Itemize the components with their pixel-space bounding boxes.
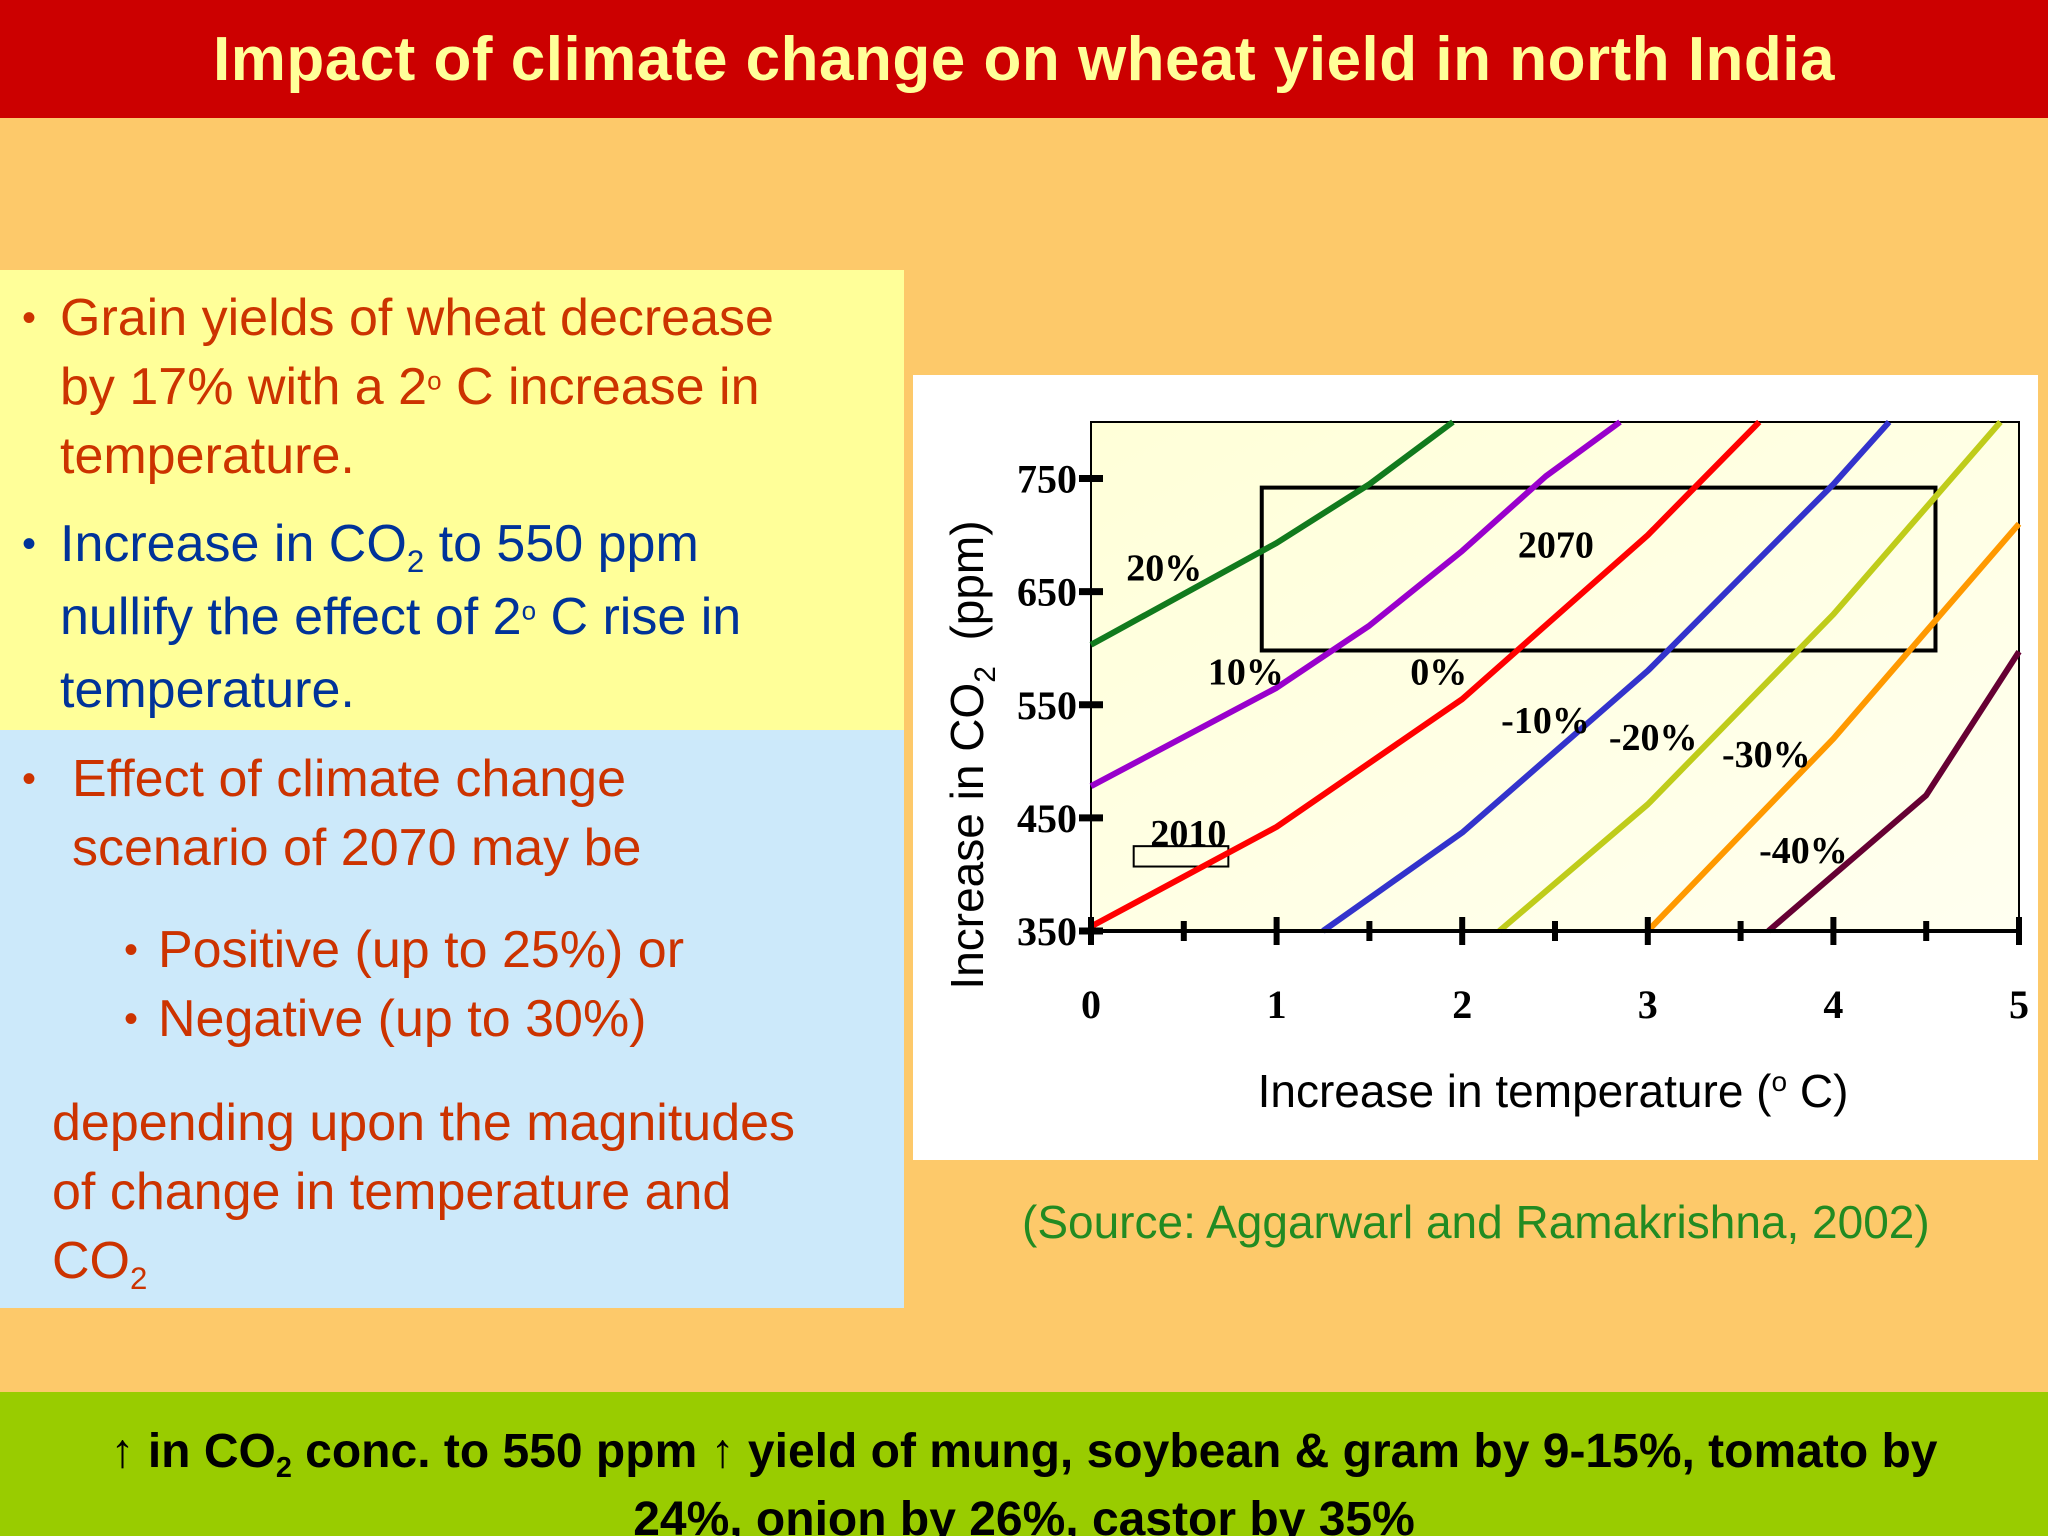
banner-line-1: ↑ in CO2 conc. to 550 ppm ↑ yield of mun… (0, 1424, 2048, 1482)
subscript: 2 (275, 1452, 292, 1485)
series-line (1089, 419, 1622, 789)
series-line (1645, 521, 2022, 934)
series-line (1497, 420, 2003, 934)
year-annotation: 2070 (1518, 525, 1594, 567)
conclusion-text: depending upon the magnitudes of change … (52, 1089, 795, 1296)
series-label: -40% (1759, 830, 1848, 872)
series-line (1766, 649, 2022, 934)
x-axis-label: Increase in temperature (o C) (1258, 1065, 1849, 1117)
y-tick-label: 450 (1017, 796, 1077, 841)
chart-container: 0 1 2 3 4 5 350 450 550 650 750 20% 10% 0% -10% -20% -3… (913, 375, 2038, 1160)
bullet-scenario: • Effect of climate change scenario of 2… (22, 745, 642, 883)
bullet-dot: • (22, 522, 37, 566)
text-span: yield of mung, soybean & gram by 9-15%, … (734, 1425, 1938, 1478)
text-span: C rise in (536, 588, 742, 646)
bullet-line: Effect of climate change (72, 750, 627, 808)
bullet-line: nullify the effect of 2o C rise in (60, 581, 741, 654)
bullet-line: temperature. (60, 427, 355, 485)
x-tick-label: 0 (1081, 982, 1101, 1027)
title-bar: Impact of climate change on wheat yield … (0, 0, 2048, 118)
key-points-panel (0, 270, 904, 730)
text-span: nullify the effect of 2 (60, 588, 522, 646)
series-label: 10% (1208, 651, 1284, 693)
y-tick-label: 550 (1017, 683, 1077, 728)
subscript: 2 (130, 1260, 148, 1296)
x-tick-label: 3 (1638, 982, 1658, 1027)
scenario-panel (0, 730, 904, 1308)
text-span: Increase in CO (60, 515, 407, 573)
banner-line-2: 24%, onion by 26%, castor by 35% (633, 1493, 1415, 1536)
up-arrow-icon: ↑ (710, 1425, 735, 1478)
text-span: C increase in (441, 358, 760, 416)
series-label: 0% (1410, 651, 1467, 693)
series-label: -10% (1501, 700, 1590, 742)
y-tick-label: 350 (1017, 909, 1077, 954)
y-tick-label: 650 (1017, 570, 1077, 615)
degree-mark: o (521, 595, 537, 626)
bullet-dot: • (22, 757, 37, 801)
text-span: CO (52, 1232, 130, 1290)
series-line (1321, 419, 1892, 934)
x-tick-label: 2 (1452, 982, 1472, 1027)
bullet-line: temperature. (60, 661, 355, 719)
page-title: Impact of climate change on wheat yield … (212, 24, 1836, 94)
sub-bullet-text: Negative (up to 30%) (158, 990, 647, 1048)
bullet-line: by 17% with a 2o C increase in (60, 353, 774, 422)
bullet-co2: • Increase in CO2 to 550 ppm nullify the… (22, 508, 741, 727)
conclusion-line: depending upon the magnitudes (52, 1094, 796, 1152)
bullet-dot: • (124, 928, 139, 972)
year-annotation: 2010 (1150, 813, 1226, 855)
scenario-box-2010 (1132, 845, 1230, 868)
y-tick-label: 750 (1017, 457, 1077, 502)
conclusion-line: of change in temperature and (52, 1163, 732, 1221)
scenario-box-2070 (1259, 485, 1938, 653)
y-axis-label: Increase in CO2 (ppm) (941, 520, 1002, 989)
up-arrow-icon: ↑ (110, 1425, 135, 1478)
bottom-banner: ↑ in CO2 conc. to 550 ppm ↑ yield of mun… (0, 1392, 2048, 1536)
bullet-dot: • (124, 997, 139, 1041)
text-span: in CO (134, 1425, 276, 1478)
x-tick-label: 1 (1267, 982, 1287, 1027)
sub-bullet-negative: • Negative (up to 30%) (124, 985, 647, 1054)
sub-bullet-text: Positive (up to 25%) or (158, 921, 685, 979)
series-label: -30% (1722, 734, 1811, 776)
bullet-line: Increase in CO2 to 550 ppm (60, 508, 741, 581)
series-line (1089, 419, 1762, 930)
yield-isoline-chart: 0 1 2 3 4 5 350 450 550 650 750 20% 10% 0% -10% -20% -3… (941, 419, 2029, 1117)
sub-bullet-positive: • Positive (up to 25%) or (124, 916, 685, 985)
x-tick-label: 4 (1823, 982, 1843, 1027)
bullet-dot: • (22, 296, 37, 340)
series-label: 20% (1126, 547, 1202, 589)
x-tick-label: 5 (2009, 982, 2029, 1027)
conclusion-line: CO2 (52, 1227, 795, 1296)
subscript: 2 (406, 543, 425, 579)
source-citation: (Source: Aggarwarl and Ramakrishna, 2002… (1022, 1196, 1930, 1248)
bullet-line: scenario of 2070 may be (72, 819, 642, 877)
bullet-grain-yield: • Grain yields of wheat decrease by 17% … (22, 284, 774, 491)
bullet-line: Grain yields of wheat decrease (60, 289, 774, 347)
series-line (1089, 419, 1455, 648)
text-span: to 550 ppm (424, 515, 699, 573)
degree-mark: o (427, 365, 442, 396)
text-span: conc. to 550 ppm (291, 1425, 711, 1478)
text-span: by 17% with a 2 (60, 358, 428, 416)
series-label: -20% (1609, 717, 1698, 759)
